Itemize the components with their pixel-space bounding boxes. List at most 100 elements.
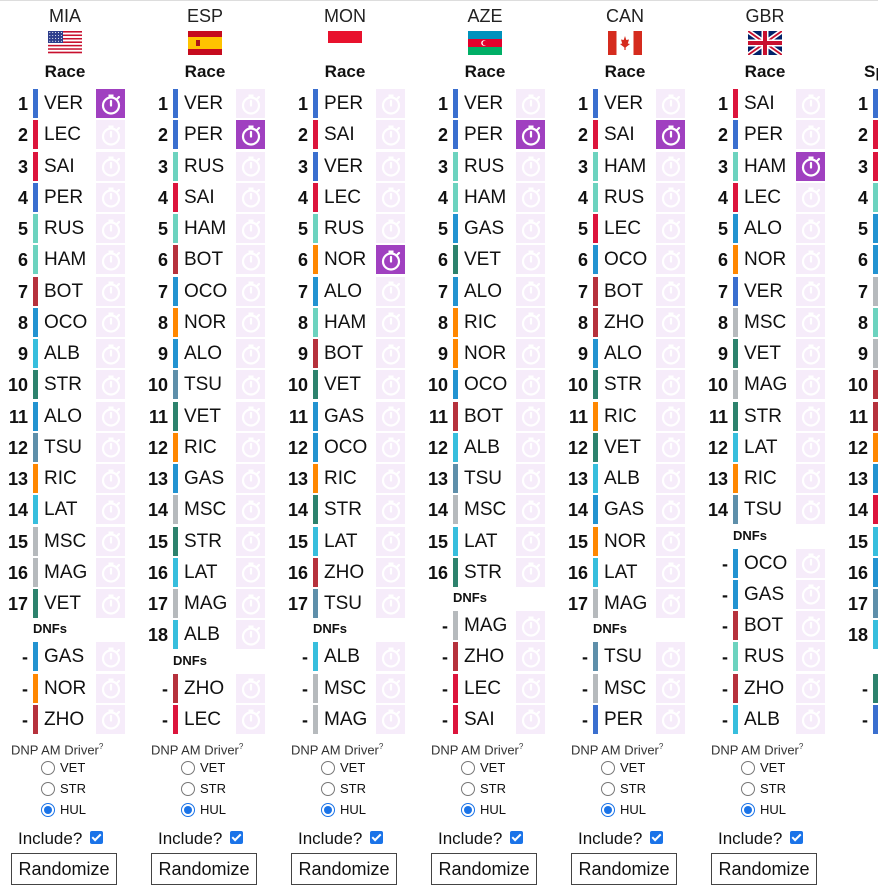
fastest-lap-stopwatch-icon[interactable] (376, 642, 405, 672)
fastest-lap-stopwatch-icon[interactable] (236, 673, 265, 703)
driver-code[interactable]: TSU (744, 499, 782, 521)
fastest-lap-stopwatch-icon[interactable] (796, 370, 825, 400)
driver-code[interactable]: NOR (464, 343, 507, 364)
driver-code[interactable]: ZHO (44, 708, 85, 730)
driver-code[interactable]: RUS (44, 218, 85, 239)
driver-code[interactable]: VET (184, 405, 221, 427)
driver-code[interactable]: LAT (324, 530, 358, 552)
fastest-lap-stopwatch-icon[interactable] (796, 245, 825, 275)
radio-circle-icon[interactable] (41, 781, 55, 796)
fastest-lap-stopwatch-icon[interactable] (516, 464, 545, 493)
fastest-lap-stopwatch-icon[interactable] (376, 401, 405, 431)
driver-code[interactable]: HAM (44, 249, 87, 271)
fastest-lap-stopwatch-icon[interactable] (96, 673, 125, 703)
dnp-radio-str[interactable]: STR (461, 781, 506, 801)
fastest-lap-stopwatch-icon[interactable] (796, 214, 825, 243)
fastest-lap-stopwatch-icon[interactable] (516, 611, 545, 640)
fastest-lap-stopwatch-icon[interactable] (376, 89, 405, 118)
driver-code[interactable]: MAG (324, 708, 368, 730)
fastest-lap-stopwatch-icon[interactable] (376, 245, 405, 275)
radio-circle-icon[interactable] (601, 781, 615, 796)
fastest-lap-stopwatch-icon[interactable] (236, 182, 265, 212)
driver-code[interactable]: SAI (744, 93, 775, 114)
driver-code[interactable]: RUS (604, 186, 645, 208)
driver-code[interactable]: RIC (184, 436, 217, 458)
fastest-lap-stopwatch-icon[interactable] (236, 214, 265, 243)
driver-code[interactable]: BOT (744, 615, 784, 636)
fastest-lap-stopwatch-icon[interactable] (656, 151, 685, 181)
driver-code[interactable]: GAS (44, 646, 85, 668)
driver-code[interactable]: OCO (324, 436, 368, 458)
fastest-lap-stopwatch-icon[interactable] (376, 495, 405, 525)
driver-code[interactable]: LAT (44, 499, 78, 521)
include-checkbox[interactable] (510, 831, 524, 845)
driver-code[interactable]: LEC (604, 218, 641, 239)
fastest-lap-stopwatch-icon[interactable] (516, 245, 545, 275)
fastest-lap-stopwatch-icon[interactable] (236, 464, 265, 493)
driver-code[interactable]: RIC (464, 311, 497, 333)
dnp-radio-hul[interactable]: HUL (461, 802, 506, 822)
dnp-radio-str[interactable]: STR (321, 781, 366, 801)
dnp-radio-str[interactable]: STR (181, 781, 226, 801)
randomize-button[interactable]: Randomize (431, 853, 537, 885)
driver-code[interactable]: SAI (464, 708, 495, 730)
driver-code[interactable]: ALB (464, 436, 500, 458)
driver-code[interactable]: LAT (744, 436, 778, 458)
driver-code[interactable]: STR (744, 405, 782, 427)
driver-code[interactable]: PER (744, 124, 784, 146)
radio-circle-icon[interactable] (321, 802, 335, 817)
dnp-radio-vet[interactable]: VET (41, 760, 85, 780)
driver-code[interactable]: RUS (184, 155, 225, 177)
driver-code[interactable]: OCO (44, 311, 88, 333)
fastest-lap-stopwatch-icon[interactable] (796, 642, 825, 672)
driver-code[interactable]: RUS (744, 646, 785, 668)
fastest-lap-stopwatch-icon[interactable] (796, 276, 825, 306)
fastest-lap-stopwatch-icon[interactable] (516, 495, 545, 525)
fastest-lap-stopwatch-icon[interactable] (656, 245, 685, 275)
fastest-lap-stopwatch-icon[interactable] (96, 464, 125, 493)
fastest-lap-stopwatch-icon[interactable] (516, 151, 545, 181)
driver-code[interactable]: SAI (604, 124, 635, 146)
fastest-lap-stopwatch-icon[interactable] (516, 401, 545, 431)
fastest-lap-stopwatch-icon[interactable] (236, 151, 265, 181)
fastest-lap-stopwatch-icon[interactable] (96, 151, 125, 181)
driver-code[interactable]: TSU (604, 646, 642, 668)
fastest-lap-stopwatch-icon[interactable] (656, 526, 685, 556)
fastest-lap-stopwatch-icon[interactable] (376, 151, 405, 181)
fastest-lap-stopwatch-icon[interactable] (376, 307, 405, 337)
driver-code[interactable]: VET (464, 249, 501, 271)
radio-circle-icon[interactable] (461, 781, 475, 796)
fastest-lap-stopwatch-icon[interactable] (96, 401, 125, 431)
driver-code[interactable]: MAG (744, 374, 788, 396)
driver-code[interactable]: OCO (184, 280, 228, 302)
include-checkbox-row[interactable]: Include? (158, 829, 244, 849)
driver-code[interactable]: STR (604, 374, 642, 396)
radio-circle-icon[interactable] (321, 760, 335, 775)
driver-code[interactable]: ALO (604, 343, 643, 364)
radio-circle-icon[interactable] (41, 802, 55, 817)
fastest-lap-stopwatch-icon[interactable] (376, 673, 405, 703)
fastest-lap-stopwatch-icon[interactable] (796, 704, 825, 734)
fastest-lap-stopwatch-icon[interactable] (376, 276, 405, 306)
fastest-lap-stopwatch-icon[interactable] (96, 89, 125, 118)
driver-code[interactable]: ZHO (604, 311, 645, 333)
fastest-lap-stopwatch-icon[interactable] (516, 557, 545, 587)
driver-code[interactable]: NOR (604, 530, 647, 552)
driver-code[interactable]: HAM (604, 155, 647, 177)
radio-circle-icon[interactable] (741, 760, 755, 775)
fastest-lap-stopwatch-icon[interactable] (796, 495, 825, 525)
driver-code[interactable]: TSU (324, 593, 362, 614)
dnp-radio-hul[interactable]: HUL (41, 802, 86, 822)
driver-code[interactable]: ALB (744, 708, 780, 730)
help-marker[interactable]: ? (98, 742, 104, 751)
driver-code[interactable]: MSC (464, 499, 507, 521)
driver-code[interactable]: HAM (464, 186, 507, 208)
fastest-lap-stopwatch-icon[interactable] (656, 307, 685, 337)
driver-code[interactable]: MAG (604, 593, 648, 614)
fastest-lap-stopwatch-icon[interactable] (516, 276, 545, 306)
fastest-lap-stopwatch-icon[interactable] (376, 589, 405, 618)
radio-circle-icon[interactable] (321, 781, 335, 796)
driver-code[interactable]: LEC (464, 677, 501, 699)
driver-code[interactable]: VET (744, 343, 781, 364)
driver-code[interactable]: ALO (324, 280, 363, 302)
